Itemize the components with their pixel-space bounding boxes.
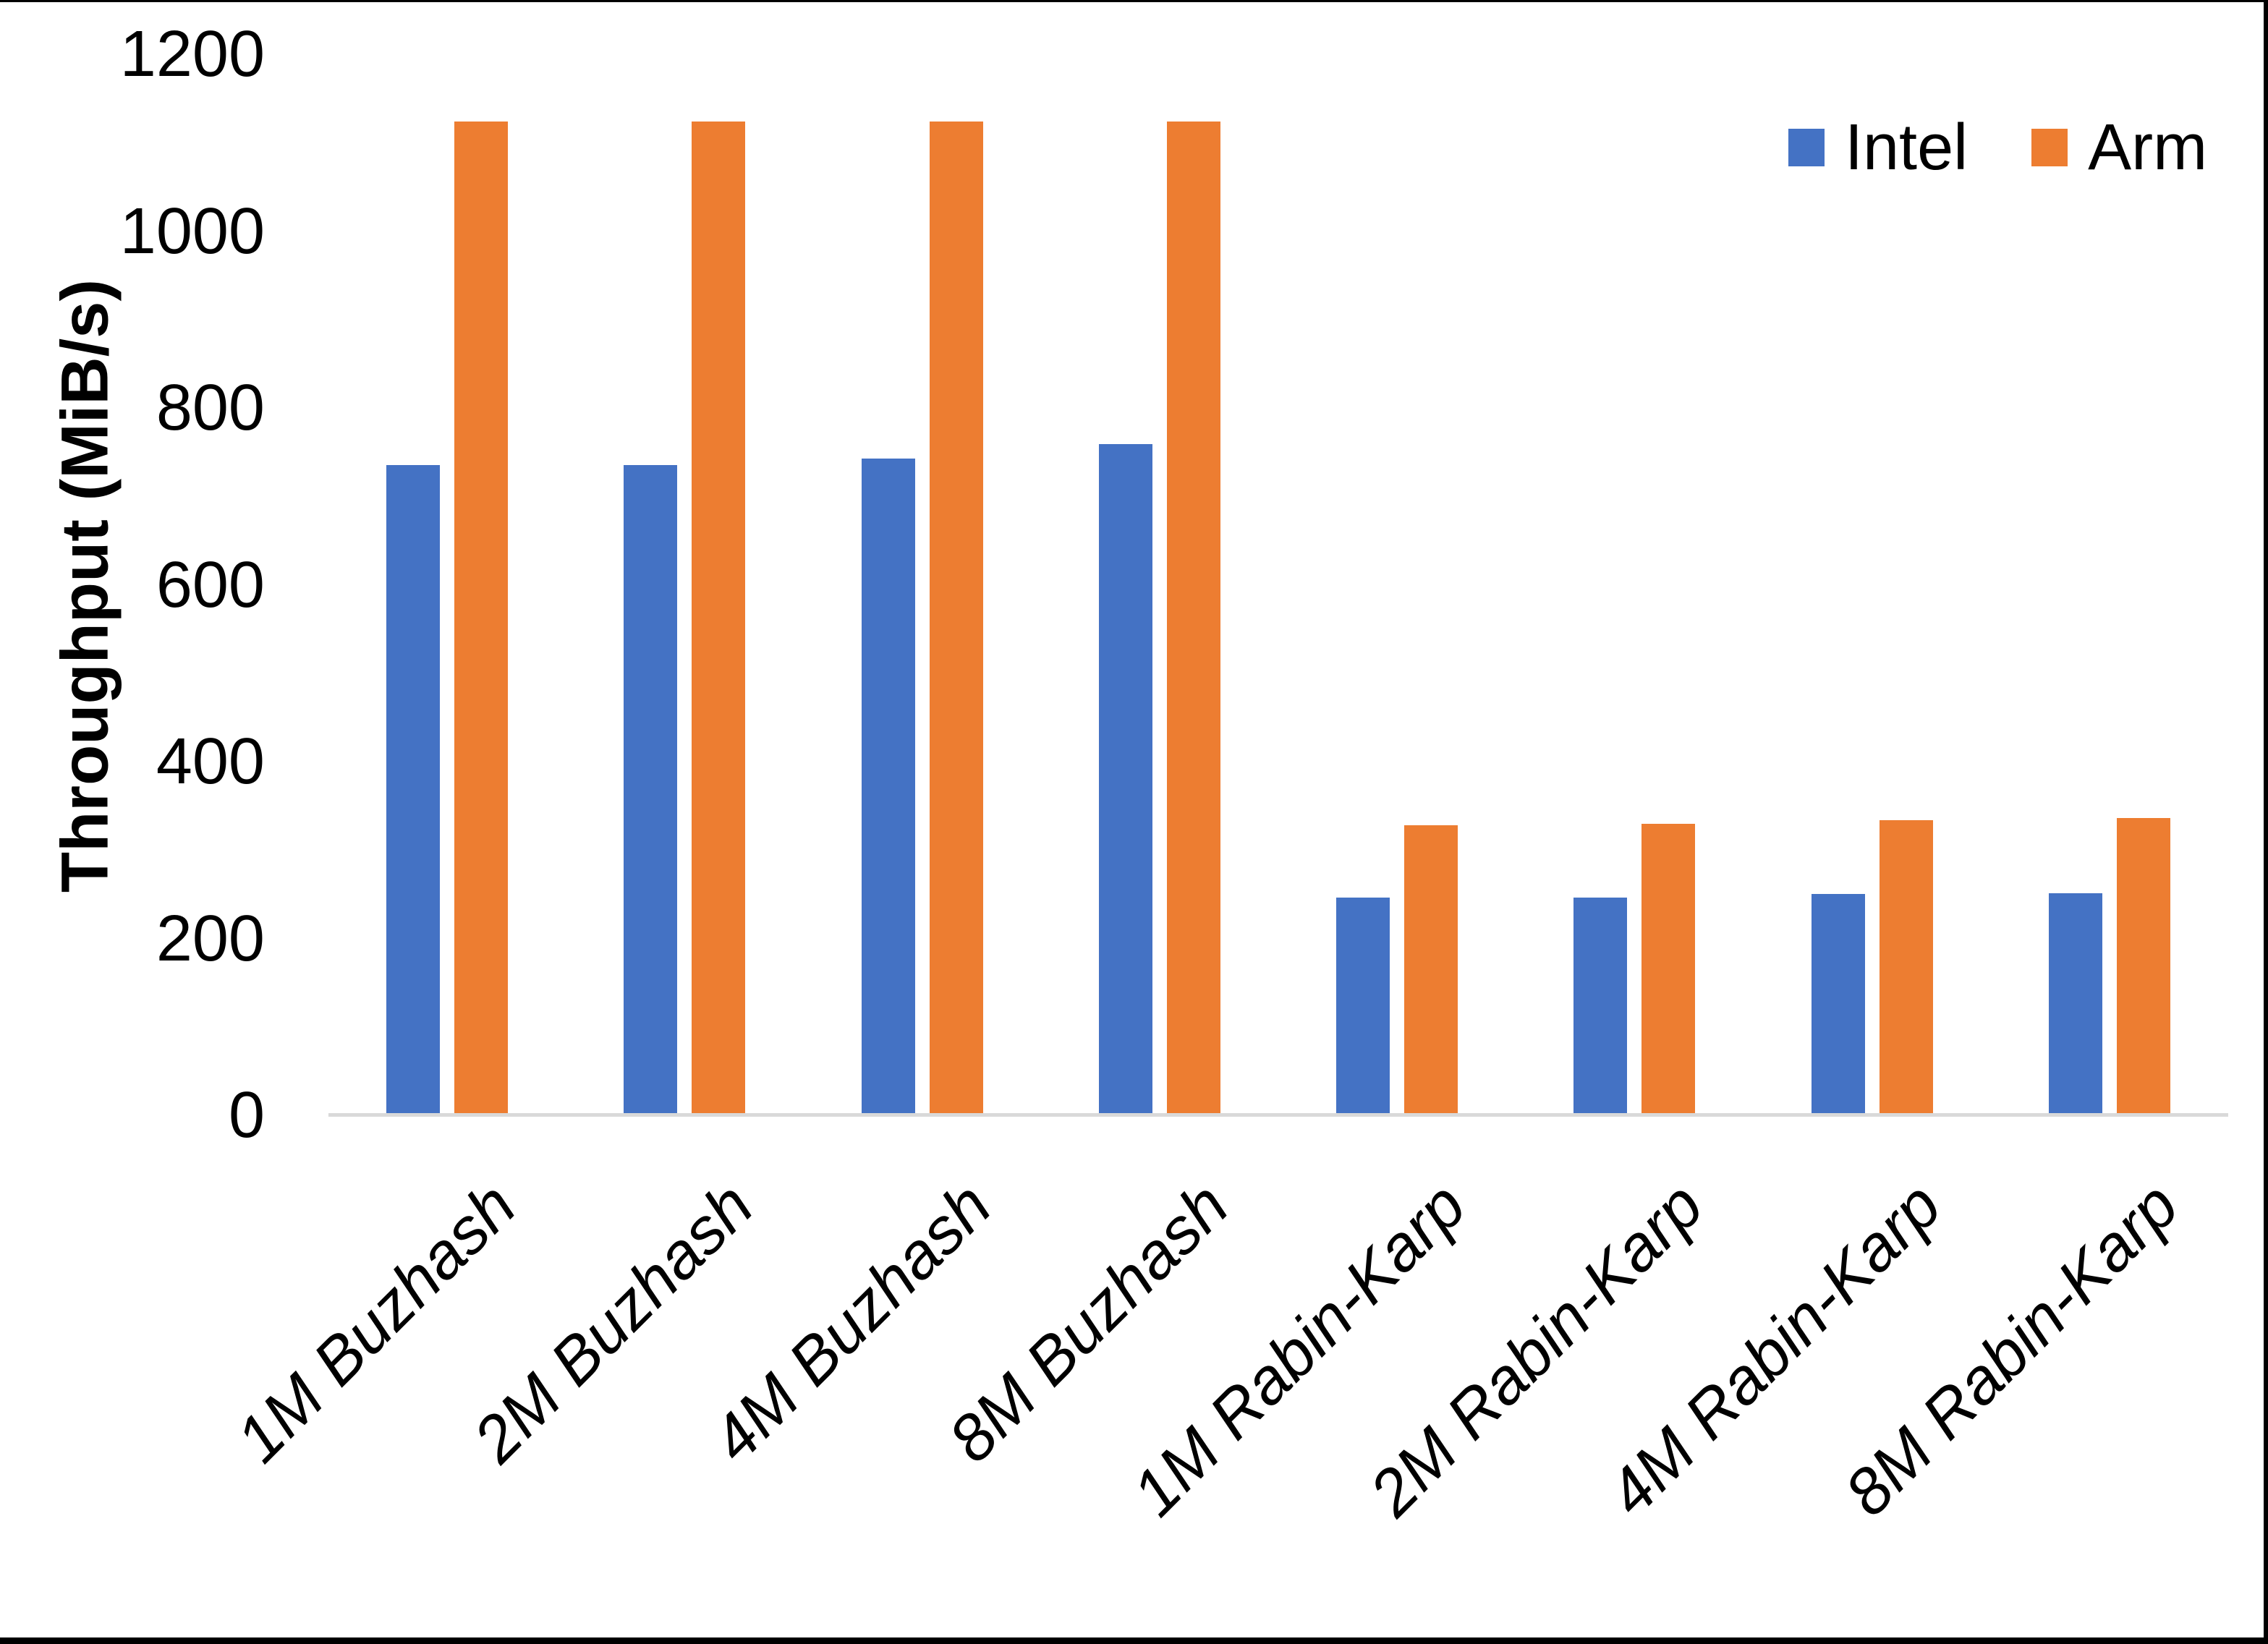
legend-entry-arm: Arm <box>2031 111 2208 184</box>
frame-bottom-border <box>0 1637 2268 1644</box>
bar-arm-2m-buzhash <box>692 121 746 1115</box>
bar-intel-8m-rabin-karp <box>2048 893 2102 1115</box>
y-axis-tick-label: 400 <box>156 725 265 798</box>
bar-intel-1m-buzhash <box>386 465 441 1115</box>
y-axis-tick-label: 600 <box>156 548 265 621</box>
frame-top-border <box>0 0 2268 2</box>
arm-color-swatch <box>2031 129 2068 166</box>
bar-intel-2m-rabin-karp <box>1573 898 1628 1115</box>
legend-label-arm: Arm <box>2088 111 2208 184</box>
bar-intel-8m-buzhash <box>1098 444 1152 1115</box>
x-axis-label-1m-buzhash: 1M Buzhash <box>222 1169 530 1477</box>
bar-arm-2m-rabin-karp <box>1641 823 1696 1115</box>
bar-intel-4m-rabin-karp <box>1811 894 1865 1115</box>
bar-arm-4m-rabin-karp <box>1879 819 1933 1115</box>
bar-arm-1m-buzhash <box>454 121 509 1115</box>
intel-color-swatch <box>1788 129 1825 166</box>
y-axis-tick-label: 1000 <box>119 195 265 268</box>
legend-entry-intel: Intel <box>1788 111 1968 184</box>
bar-intel-1m-rabin-karp <box>1336 898 1390 1115</box>
y-axis-tick-label: 0 <box>228 1079 265 1151</box>
y-axis-tick-label: 800 <box>156 372 265 444</box>
bar-arm-8m-rabin-karp <box>2116 818 2170 1115</box>
frame-right-border <box>2264 0 2268 1644</box>
y-axis-tick-label: 1200 <box>119 18 265 90</box>
legend: Intel Arm <box>1788 111 2208 184</box>
bar-arm-1m-rabin-karp <box>1404 825 1458 1115</box>
legend-label-intel: Intel <box>1845 111 1968 184</box>
x-axis-line <box>328 1113 2228 1117</box>
bar-intel-2m-buzhash <box>624 465 678 1115</box>
bar-arm-8m-buzhash <box>1166 121 1220 1115</box>
bar-intel-4m-buzhash <box>861 458 915 1115</box>
bar-arm-4m-buzhash <box>929 121 983 1115</box>
y-axis-tick-label: 200 <box>156 902 265 975</box>
